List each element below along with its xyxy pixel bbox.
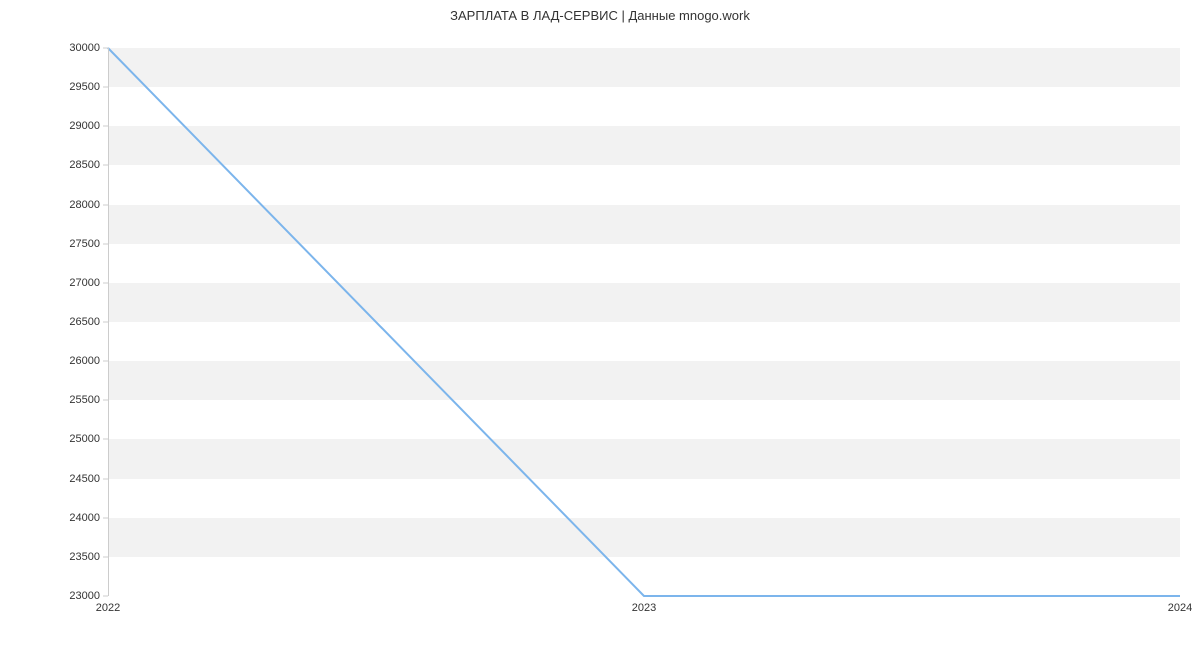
x-tick-label: 2022 bbox=[96, 602, 120, 614]
y-tick-label: 23000 bbox=[69, 590, 100, 602]
y-tick-label: 30000 bbox=[69, 42, 100, 54]
y-tick-label: 28500 bbox=[69, 159, 100, 171]
plot-area: 2300023500240002450025000255002600026500… bbox=[108, 48, 1180, 596]
y-tick-label: 26500 bbox=[69, 316, 100, 328]
y-tick-label: 28000 bbox=[69, 199, 100, 211]
y-tick-label: 25500 bbox=[69, 394, 100, 406]
y-axis-line bbox=[108, 48, 109, 596]
y-tick-label: 26000 bbox=[69, 355, 100, 367]
y-tick-label: 23500 bbox=[69, 551, 100, 563]
series-line-salary bbox=[108, 48, 1180, 596]
x-tick-label: 2023 bbox=[632, 602, 656, 614]
y-tick-label: 25000 bbox=[69, 433, 100, 445]
y-tick-label: 27000 bbox=[69, 277, 100, 289]
y-tick-label: 27500 bbox=[69, 238, 100, 250]
series-svg bbox=[108, 48, 1180, 596]
chart-title: ЗАРПЛАТА В ЛАД-СЕРВИС | Данные mnogo.wor… bbox=[0, 8, 1200, 23]
y-tick-label: 24500 bbox=[69, 473, 100, 485]
x-tick-label: 2024 bbox=[1168, 602, 1192, 614]
y-tick-label: 29000 bbox=[69, 120, 100, 132]
chart-container: ЗАРПЛАТА В ЛАД-СЕРВИС | Данные mnogo.wor… bbox=[0, 0, 1200, 650]
y-tick-label: 24000 bbox=[69, 512, 100, 524]
y-tick-label: 29500 bbox=[69, 81, 100, 93]
